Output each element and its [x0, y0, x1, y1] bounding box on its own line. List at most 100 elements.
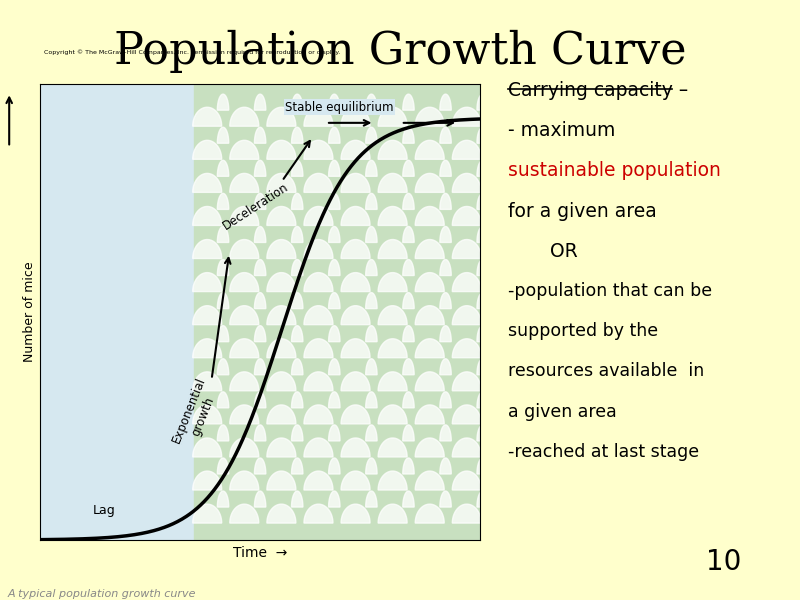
- Polygon shape: [477, 226, 488, 242]
- Polygon shape: [218, 326, 229, 341]
- Polygon shape: [218, 160, 229, 176]
- Polygon shape: [193, 305, 222, 325]
- Polygon shape: [329, 160, 340, 176]
- Polygon shape: [329, 326, 340, 341]
- Polygon shape: [341, 206, 370, 226]
- Polygon shape: [366, 458, 377, 474]
- Polygon shape: [378, 372, 407, 391]
- Polygon shape: [304, 107, 333, 126]
- Polygon shape: [218, 193, 229, 209]
- Polygon shape: [254, 260, 266, 275]
- Polygon shape: [218, 260, 229, 275]
- Polygon shape: [341, 107, 370, 126]
- Polygon shape: [291, 326, 303, 341]
- Polygon shape: [477, 160, 488, 176]
- Polygon shape: [329, 127, 340, 143]
- Polygon shape: [291, 293, 303, 308]
- Polygon shape: [477, 293, 488, 308]
- Polygon shape: [477, 260, 488, 275]
- Polygon shape: [440, 226, 451, 242]
- Text: a given area: a given area: [508, 403, 617, 421]
- Polygon shape: [415, 438, 444, 457]
- Polygon shape: [291, 226, 303, 242]
- Polygon shape: [402, 127, 414, 143]
- Text: OR: OR: [508, 242, 578, 261]
- Polygon shape: [254, 94, 266, 110]
- Polygon shape: [415, 272, 444, 292]
- Polygon shape: [452, 438, 482, 457]
- Polygon shape: [254, 491, 266, 507]
- Polygon shape: [291, 160, 303, 176]
- Polygon shape: [329, 293, 340, 308]
- Polygon shape: [304, 438, 333, 457]
- Polygon shape: [402, 326, 414, 341]
- Polygon shape: [440, 392, 451, 408]
- Polygon shape: [218, 226, 229, 242]
- Polygon shape: [477, 491, 488, 507]
- Text: 10: 10: [706, 548, 742, 576]
- Polygon shape: [218, 127, 229, 143]
- Polygon shape: [230, 339, 259, 358]
- Polygon shape: [402, 425, 414, 441]
- Polygon shape: [230, 438, 259, 457]
- Polygon shape: [452, 305, 482, 325]
- Polygon shape: [415, 305, 444, 325]
- Polygon shape: [329, 94, 340, 110]
- Polygon shape: [193, 206, 222, 226]
- Polygon shape: [329, 359, 340, 375]
- Polygon shape: [254, 193, 266, 209]
- Polygon shape: [254, 326, 266, 341]
- Polygon shape: [291, 260, 303, 275]
- Polygon shape: [440, 425, 451, 441]
- Polygon shape: [291, 359, 303, 375]
- Polygon shape: [230, 206, 259, 226]
- Polygon shape: [440, 293, 451, 308]
- Polygon shape: [366, 425, 377, 441]
- Polygon shape: [366, 260, 377, 275]
- Polygon shape: [218, 392, 229, 408]
- Polygon shape: [291, 425, 303, 441]
- Polygon shape: [193, 339, 222, 358]
- Polygon shape: [366, 293, 377, 308]
- Polygon shape: [267, 140, 296, 159]
- Polygon shape: [402, 293, 414, 308]
- Polygon shape: [254, 392, 266, 408]
- Polygon shape: [193, 372, 222, 391]
- Polygon shape: [415, 107, 444, 126]
- Polygon shape: [304, 504, 333, 523]
- Polygon shape: [254, 359, 266, 375]
- Polygon shape: [477, 425, 488, 441]
- Polygon shape: [415, 471, 444, 490]
- Text: for a given area: for a given area: [508, 202, 657, 221]
- Polygon shape: [193, 173, 222, 193]
- Text: Deceleration: Deceleration: [220, 181, 291, 232]
- Polygon shape: [402, 226, 414, 242]
- Polygon shape: [452, 471, 482, 490]
- Polygon shape: [341, 239, 370, 259]
- Polygon shape: [366, 127, 377, 143]
- Polygon shape: [329, 226, 340, 242]
- Polygon shape: [267, 372, 296, 391]
- Polygon shape: [304, 173, 333, 193]
- Polygon shape: [341, 272, 370, 292]
- Polygon shape: [254, 425, 266, 441]
- Polygon shape: [378, 173, 407, 193]
- Polygon shape: [341, 471, 370, 490]
- Polygon shape: [267, 305, 296, 325]
- Polygon shape: [193, 471, 222, 490]
- Polygon shape: [415, 239, 444, 259]
- Polygon shape: [193, 140, 222, 159]
- Text: supported by the: supported by the: [508, 322, 658, 340]
- Polygon shape: [230, 504, 259, 523]
- Polygon shape: [378, 504, 407, 523]
- Polygon shape: [193, 504, 222, 523]
- Polygon shape: [366, 326, 377, 341]
- Polygon shape: [230, 372, 259, 391]
- Polygon shape: [218, 425, 229, 441]
- Polygon shape: [230, 272, 259, 292]
- Polygon shape: [329, 425, 340, 441]
- Polygon shape: [254, 160, 266, 176]
- Polygon shape: [218, 359, 229, 375]
- Polygon shape: [267, 405, 296, 424]
- Polygon shape: [402, 359, 414, 375]
